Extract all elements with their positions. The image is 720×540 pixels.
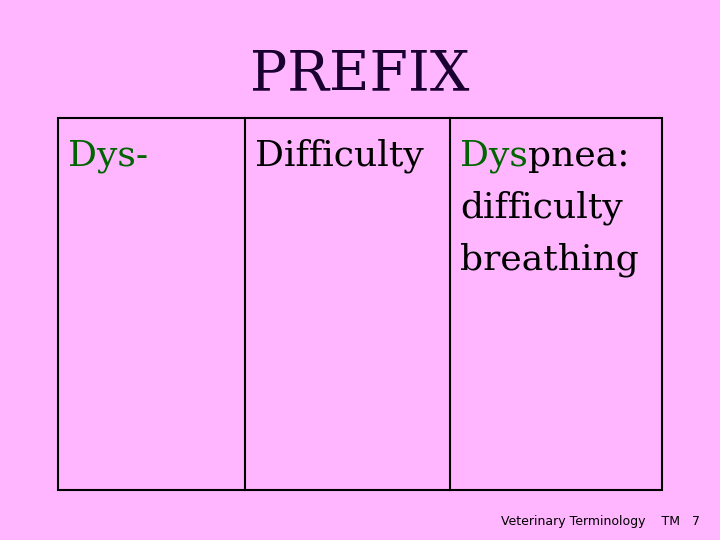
Text: Dys-: Dys-	[68, 139, 148, 173]
Text: difficulty: difficulty	[460, 191, 623, 225]
Text: PREFIX: PREFIX	[251, 48, 469, 103]
Text: pnea:: pnea:	[528, 139, 629, 173]
Text: Veterinary Terminology    TM   7: Veterinary Terminology TM 7	[501, 515, 700, 528]
Bar	[58, 118, 662, 490]
Text: Dys: Dys	[460, 139, 528, 173]
Text: Difficulty: Difficulty	[255, 139, 424, 173]
Text: breathing: breathing	[460, 243, 639, 277]
